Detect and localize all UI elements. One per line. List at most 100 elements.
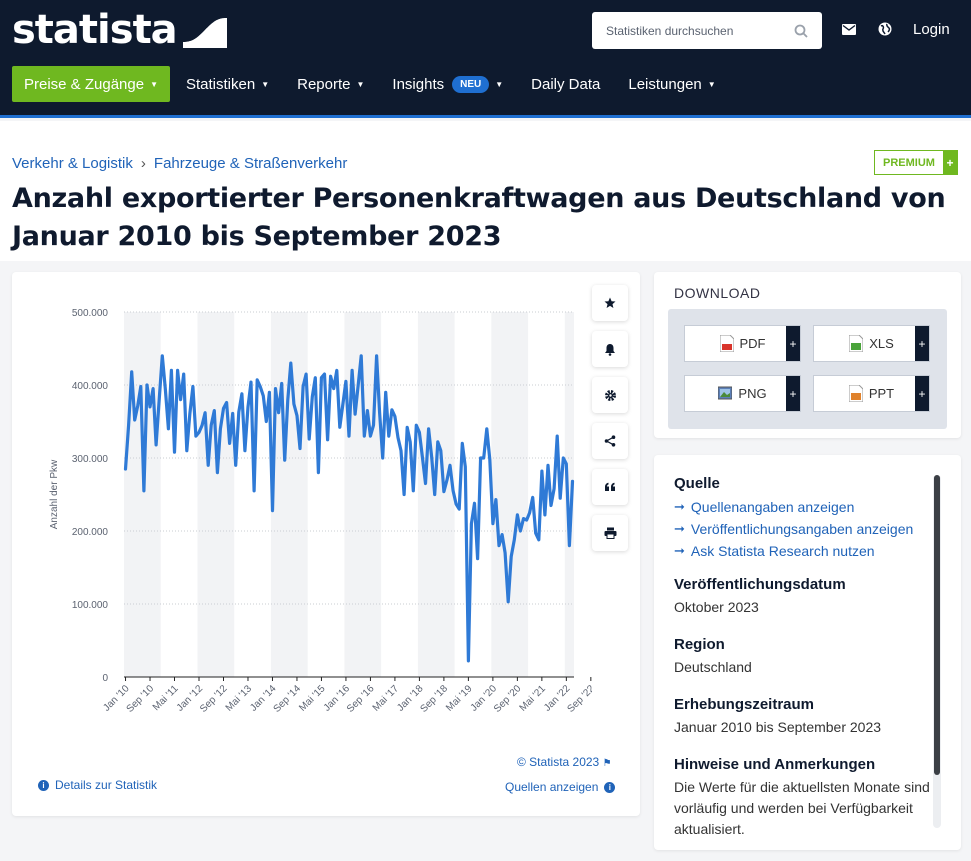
arrow-right-icon: ➞ xyxy=(674,521,685,536)
top-header: statista Statistiken durchsuchen Login P… xyxy=(0,0,971,118)
chevron-down-icon: ▼ xyxy=(261,79,270,89)
logo-mark-icon xyxy=(182,12,227,48)
search-placeholder: Statistiken durchsuchen xyxy=(606,23,734,38)
y-tick-label: 300.000 xyxy=(72,454,109,465)
download-buttons: PDF + XLS + PNG + PPT + xyxy=(668,309,947,429)
cite-button[interactable] xyxy=(592,469,628,505)
y-tick-label: 400.000 xyxy=(72,381,109,392)
breadcrumb-item-fahrzeuge[interactable]: Fahrzeuge & Straßenverkehr xyxy=(153,155,348,172)
show-sources-link[interactable]: Quellen anzeigen i xyxy=(505,780,621,794)
survey-period-value: Januar 2010 bis September 2023 xyxy=(674,719,882,735)
plus-icon: + xyxy=(786,376,800,411)
favorite-button[interactable] xyxy=(592,285,628,321)
premium-badge[interactable]: PREMIUM + xyxy=(874,150,958,175)
y-tick-label: 200.000 xyxy=(72,527,109,538)
download-pdf-button[interactable]: PDF + xyxy=(684,325,801,362)
y-tick-label: 100.000 xyxy=(72,600,109,611)
chart-card: 0 100.000 200.000 300.000 400.000 500.000 Anza… xyxy=(12,272,640,816)
ppt-file-icon xyxy=(848,385,863,402)
x-tick-label: Sep '16 xyxy=(345,683,377,715)
gear-icon xyxy=(604,389,616,401)
x-tick-label: Mai '21 xyxy=(518,683,549,714)
download-png-button[interactable]: PNG + xyxy=(684,375,801,412)
breadcrumb-item-verkehr[interactable]: Verkehr & Logistik xyxy=(12,155,133,172)
region-heading: Region xyxy=(674,636,725,653)
link-label: Quellenangaben anzeigen xyxy=(690,499,855,515)
chevron-down-icon: ▼ xyxy=(495,79,504,89)
logo-text: statista xyxy=(12,7,178,53)
source-details-link[interactable]: ➞ Quellenangaben anzeigen xyxy=(674,496,934,518)
year-band xyxy=(197,312,235,677)
statista-logo[interactable]: statista xyxy=(12,10,227,50)
png-file-icon xyxy=(718,386,733,400)
x-tick-label: Sep '14 xyxy=(272,683,304,715)
x-tick-label: Sep '22 xyxy=(565,683,592,715)
download-xls-button[interactable]: XLS + xyxy=(813,325,930,362)
source-heading: Quelle xyxy=(674,475,720,492)
chevron-down-icon: ▼ xyxy=(707,79,716,89)
sources-label: Quellen anzeigen xyxy=(505,780,599,794)
copyright-link[interactable]: © Statista 2023 ⚑ xyxy=(517,755,612,769)
plus-icon: + xyxy=(915,376,929,411)
arrow-right-icon: ➞ xyxy=(674,499,685,514)
globe-icon[interactable] xyxy=(877,20,893,38)
nav-leistungen[interactable]: Leistungen ▼ xyxy=(628,66,715,102)
survey-period-heading: Erhebungszeitraum xyxy=(674,696,815,713)
publication-details-link[interactable]: ➞ Veröffentlichungsangaben anzeigen xyxy=(674,518,934,540)
breadcrumb-separator: › xyxy=(140,155,146,172)
bell-icon xyxy=(605,343,615,356)
notification-button[interactable] xyxy=(592,331,628,367)
ppt-label: PPT xyxy=(868,386,895,401)
x-tick-label: Mai '19 xyxy=(444,683,475,714)
year-band xyxy=(491,312,529,677)
year-band xyxy=(564,312,574,677)
plus-icon: + xyxy=(786,326,800,361)
login-link[interactable]: Login xyxy=(913,21,950,38)
x-tick-label: Sep '12 xyxy=(198,683,230,715)
plus-icon: + xyxy=(942,151,957,174)
search-icon[interactable] xyxy=(794,24,808,38)
pdf-file-icon xyxy=(719,335,734,352)
xls-label: XLS xyxy=(869,336,894,351)
settings-button[interactable] xyxy=(592,377,628,413)
x-tick-label: Sep '18 xyxy=(418,683,450,715)
details-link[interactable]: i Details zur Statistik xyxy=(32,778,157,792)
ask-research-link[interactable]: ➞ Ask Statista Research nutzen xyxy=(674,540,934,562)
scrollbar-thumb[interactable] xyxy=(934,475,940,775)
nav-label: Preise & Zugänge xyxy=(24,75,145,93)
download-heading: DOWNLOAD xyxy=(674,285,761,301)
chevron-down-icon: ▼ xyxy=(356,79,365,89)
nav-insights[interactable]: Insights NEU ▼ xyxy=(392,66,503,102)
quote-icon xyxy=(605,482,615,491)
page-title: Anzahl exportierter Personenkraftwagen a… xyxy=(12,183,946,252)
y-tick-label: 500.000 xyxy=(72,308,109,319)
x-tick-label: Mai '13 xyxy=(224,683,255,714)
print-button[interactable] xyxy=(592,515,628,551)
details-label: Details zur Statistik xyxy=(55,778,158,792)
search-input[interactable]: Statistiken durchsuchen xyxy=(592,12,822,49)
nav-preise-zugaenge[interactable]: Preise & Zugänge ▼ xyxy=(12,66,170,102)
main-nav: Preise & Zugänge ▼ Statistiken ▼ Reporte ▼ … xyxy=(12,66,744,102)
year-band xyxy=(124,312,161,677)
region-value: Deutschland xyxy=(674,659,752,675)
download-ppt-button[interactable]: PPT + xyxy=(813,375,930,412)
y-axis-title: Anzahl der Pkw xyxy=(49,459,60,529)
share-button[interactable] xyxy=(592,423,628,459)
publication-date-heading: Veröffentlichungsdatum xyxy=(674,576,846,593)
star-icon xyxy=(604,297,616,308)
y-tick-label: 0 xyxy=(102,673,108,684)
x-tick-label: Mai '17 xyxy=(371,683,402,714)
copyright-text: © Statista 2023 xyxy=(517,755,600,769)
nav-label: Daily Data xyxy=(531,75,601,93)
source-info-card: Quelle ➞ Quellenangaben anzeigen ➞ Veröffe… xyxy=(654,455,961,850)
publication-date-value: Oktober 2023 xyxy=(674,599,759,615)
link-label: Veröffentlichungsangaben anzeigen xyxy=(690,521,914,537)
nav-daily-data[interactable]: Daily Data xyxy=(531,66,600,102)
arrow-right-icon: ➞ xyxy=(674,543,685,558)
new-badge: NEU xyxy=(452,75,490,93)
nav-label: Insights xyxy=(392,75,445,93)
nav-reporte[interactable]: Reporte ▼ xyxy=(297,66,364,102)
mail-icon[interactable] xyxy=(841,20,857,38)
line-chart: 0 100.000 200.000 300.000 400.000 500.000 Anza… xyxy=(49,308,592,715)
nav-statistiken[interactable]: Statistiken ▼ xyxy=(186,66,269,102)
